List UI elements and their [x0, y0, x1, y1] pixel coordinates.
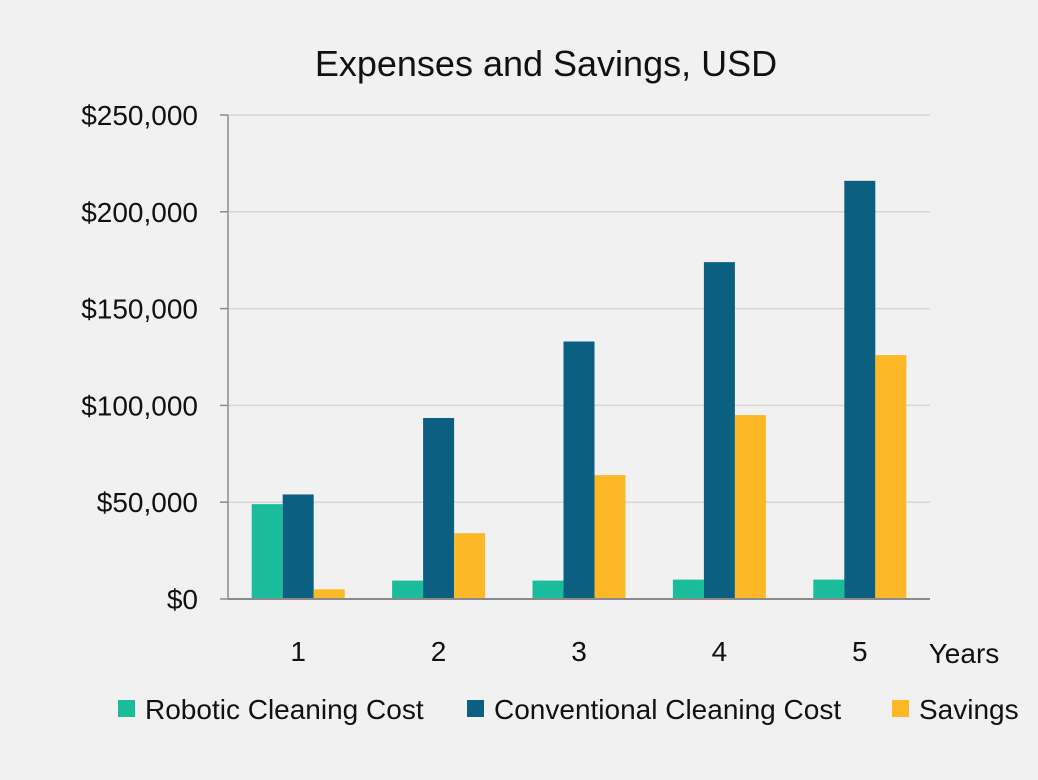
bar-robotic-cleaning-cost-year-2 [392, 580, 424, 599]
x-tick-label: 2 [431, 636, 447, 667]
bar-conventional-cleaning-cost-year-1 [282, 494, 314, 599]
x-tick-label: 4 [712, 636, 728, 667]
x-axis: 1 2 3 4 5 [228, 598, 930, 667]
x-tick-label: 1 [290, 636, 306, 667]
y-tick-label: $50,000 [97, 487, 198, 518]
bar-robotic-cleaning-cost-year-5 [813, 579, 845, 599]
x-axis-label: Years [929, 638, 1000, 669]
bar-conventional-cleaning-cost-year-4 [703, 262, 735, 599]
y-tick-label: $200,000 [81, 197, 198, 228]
bar-savings-year-2 [454, 533, 486, 599]
y-tick-label: $250,000 [81, 100, 198, 131]
y-tick-label: $100,000 [81, 390, 198, 421]
bar-savings-year-5 [875, 355, 907, 599]
bar-savings-year-4 [734, 415, 766, 599]
bar-conventional-cleaning-cost-year-5 [844, 180, 876, 599]
bar-conventional-cleaning-cost-year-3 [563, 341, 595, 599]
bar-savings-year-3 [594, 475, 626, 599]
legend-label: Savings [919, 694, 1019, 725]
legend-label: Conventional Cleaning Cost [494, 694, 841, 725]
chart-title: Expenses and Savings, USD [315, 43, 777, 84]
bars [251, 180, 907, 599]
legend-label: Robotic Cleaning Cost [145, 694, 424, 725]
legend-swatch [467, 700, 484, 717]
x-tick-label: 5 [852, 636, 868, 667]
legend: Robotic Cleaning Cost Conventional Cleani… [118, 694, 1019, 725]
x-tick-label: 3 [571, 636, 587, 667]
y-tick-label: $150,000 [81, 294, 198, 325]
bar-conventional-cleaning-cost-year-2 [423, 417, 455, 599]
bar-robotic-cleaning-cost-year-3 [532, 580, 564, 599]
legend-swatch [118, 700, 135, 717]
bar-savings-year-1 [313, 589, 345, 599]
bar-robotic-cleaning-cost-year-1 [251, 504, 283, 599]
y-tick-label: $0 [167, 584, 198, 615]
y-axis: $0 $50,000 $100,000 $150,000 $200,000 $250,00… [81, 100, 229, 615]
gridlines [228, 114, 930, 503]
legend-swatch [892, 700, 909, 717]
bar-robotic-cleaning-cost-year-4 [672, 579, 704, 599]
